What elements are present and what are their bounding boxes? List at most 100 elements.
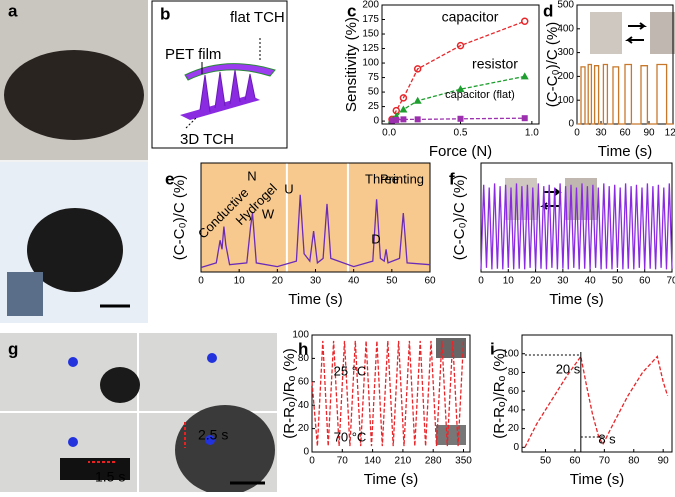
- point: [399, 105, 408, 113]
- arrows: [625, 22, 647, 44]
- inset-photo: [590, 12, 622, 54]
- annotation: 1.5 s: [95, 469, 125, 485]
- x-tick-label: 120: [665, 128, 675, 139]
- panel-label: h: [298, 339, 308, 358]
- y-axis-label: Sensitivity (%): [343, 17, 360, 112]
- x-tick-label: 20: [530, 276, 542, 287]
- inset-photo: [7, 272, 43, 316]
- x-tick-label: 30: [557, 276, 569, 287]
- legend-label: resistor: [472, 56, 518, 72]
- sea-cucumber: [4, 50, 144, 140]
- y-tick-label: 100: [557, 95, 574, 106]
- point: [521, 115, 528, 122]
- y-tick-label: 125: [362, 43, 379, 54]
- x-tick-label: 40: [348, 276, 360, 287]
- x-tick-label: 0: [309, 456, 315, 467]
- line: [524, 354, 669, 448]
- x-axis-label: Force (N): [429, 143, 492, 160]
- inset-photo: [436, 338, 466, 358]
- point: [393, 116, 400, 123]
- y-tick-label: 60: [508, 386, 520, 397]
- annotation: D: [371, 231, 380, 246]
- arrows: [540, 188, 562, 210]
- x-tick-label: 90: [658, 456, 670, 467]
- device-roll: [27, 208, 123, 292]
- plot-frame: [521, 334, 673, 453]
- x-tick-label: 30: [310, 276, 322, 287]
- x-tick-label: 0: [478, 276, 484, 287]
- legend-label: capacitor (flat): [445, 89, 515, 101]
- legend-label: capacitor: [442, 9, 499, 25]
- x-tick-label: 0: [574, 128, 580, 139]
- point: [400, 116, 407, 123]
- panel-label: c: [347, 1, 356, 20]
- magnet: [175, 405, 275, 495]
- point: [413, 96, 422, 104]
- x-tick-label: 40: [585, 276, 597, 287]
- y-tick-label: 0: [303, 447, 309, 458]
- y-tick-label: 80: [298, 353, 310, 364]
- magnet: [100, 367, 140, 403]
- y-tick-label: 100: [292, 330, 309, 341]
- x-tick-label: 70: [599, 456, 611, 467]
- line: [200, 194, 431, 269]
- x-tick-label: 1.0: [525, 128, 539, 139]
- x-tick-label: 280: [425, 456, 442, 467]
- pet-film: [184, 63, 276, 81]
- point: [457, 115, 464, 122]
- x-tick-label: 70: [337, 456, 349, 467]
- led: [205, 435, 215, 445]
- y-tick-label: 75: [368, 72, 380, 83]
- annotation: Three: [365, 171, 399, 186]
- y-tick-label: 80: [508, 367, 520, 378]
- x-tick-label: 60: [424, 276, 436, 287]
- annotation: U: [284, 181, 293, 196]
- x-axis-label: Time (s): [288, 291, 342, 308]
- magnet: [60, 458, 130, 480]
- x-tick-label: 60: [569, 456, 581, 467]
- annotation: 70 °C: [334, 429, 367, 444]
- tentacles: [199, 69, 256, 113]
- point: [456, 41, 465, 50]
- y-tick-label: 0: [568, 119, 574, 130]
- annotation: N: [247, 168, 256, 183]
- y-tick-label: 50: [368, 87, 380, 98]
- y-tick-label: 20: [298, 423, 310, 434]
- x-tick-label: 10: [234, 276, 246, 287]
- x-tick-label: 90: [643, 128, 655, 139]
- y-tick-label: 300: [557, 47, 574, 58]
- point: [388, 117, 395, 124]
- line: [480, 183, 673, 270]
- y-tick-label: 20: [508, 423, 520, 434]
- point: [413, 65, 422, 73]
- inset-photo: [650, 12, 675, 54]
- point: [399, 94, 408, 102]
- x-tick-label: 50: [612, 276, 624, 287]
- plot-background: [201, 163, 430, 272]
- line: [577, 63, 673, 125]
- x-tick-label: 10: [503, 276, 515, 287]
- annotation: flat TCH: [230, 9, 285, 26]
- y-axis-label: (C-C₀)/C (%): [544, 22, 561, 107]
- x-axis-label: Time (s): [549, 291, 603, 308]
- x-axis-label: Time (s): [364, 471, 418, 488]
- plot-frame: [311, 334, 471, 453]
- y-axis-label: (R-Rₒ)/Rₒ (%): [491, 348, 508, 438]
- y-axis-label: (C-C₀)/C (%): [171, 175, 188, 260]
- panel-label: g: [8, 339, 18, 358]
- panel-label: f: [449, 169, 455, 188]
- y-tick-label: 25: [368, 101, 380, 112]
- y-axis-label: (R-Rₒ)/Rₒ (%): [281, 348, 298, 438]
- annotation: W: [262, 206, 275, 221]
- x-tick-label: 20: [272, 276, 284, 287]
- point: [520, 17, 529, 26]
- y-tick-label: 60: [298, 376, 310, 387]
- led: [68, 437, 78, 447]
- x-tick-label: 70: [666, 276, 675, 287]
- x-tick-label: 50: [540, 456, 552, 467]
- panel-label: b: [160, 4, 170, 23]
- annotation: 20 s: [556, 361, 581, 376]
- x-tick-label: 50: [386, 276, 398, 287]
- y-tick-label: 200: [557, 71, 574, 82]
- led: [207, 353, 217, 363]
